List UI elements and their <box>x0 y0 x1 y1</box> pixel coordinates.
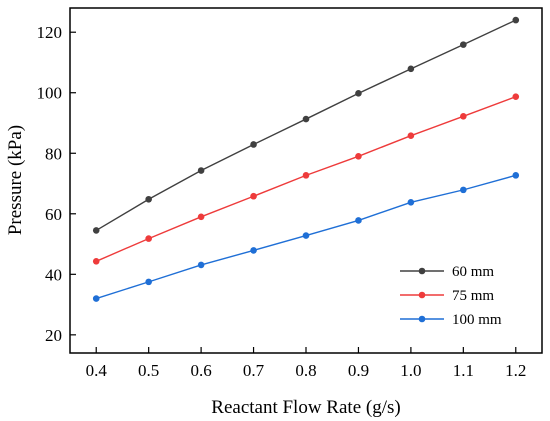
legend-item: 100 mm <box>400 312 502 328</box>
legend-label: 100 mm <box>452 312 502 328</box>
x-tick-label: 1.0 <box>400 361 421 380</box>
data-point <box>302 115 310 123</box>
data-point <box>250 247 257 254</box>
x-axis-title: Reactant Flow Rate (g/s) <box>211 397 400 418</box>
data-point <box>355 217 362 224</box>
data-point <box>460 41 467 48</box>
data-point <box>197 213 205 221</box>
data-point <box>460 113 467 120</box>
data-point <box>355 152 362 160</box>
data-point <box>145 195 152 203</box>
data-point <box>302 172 310 179</box>
legend-label: 75 mm <box>452 288 494 304</box>
legend-swatch-marker <box>418 291 426 299</box>
series-1 <box>92 93 520 265</box>
legend-swatch-marker <box>418 315 426 323</box>
x-tick-label: 0.6 <box>190 361 211 380</box>
data-point <box>512 93 520 100</box>
legend-label: 60 mm <box>452 264 494 280</box>
data-point <box>407 132 415 140</box>
x-tick-label: 1.1 <box>453 361 474 380</box>
legend-item: 60 mm <box>400 264 494 280</box>
data-point <box>407 198 415 206</box>
data-point <box>407 65 415 73</box>
data-point <box>250 192 257 200</box>
y-axis: 20 40 60 80 100 120 <box>37 23 76 345</box>
data-point <box>92 258 100 265</box>
data-point <box>92 295 100 302</box>
data-point <box>145 278 152 286</box>
series-layer <box>92 16 520 302</box>
x-tick-label: 1.2 <box>505 361 526 380</box>
data-point <box>512 172 520 179</box>
data-point <box>145 235 152 242</box>
data-point <box>197 167 205 174</box>
legend-swatch-marker <box>418 267 426 275</box>
x-tick-label: 0.7 <box>243 361 265 380</box>
x-tick-label: 0.8 <box>295 361 316 380</box>
y-tick-label: 60 <box>45 205 62 224</box>
y-tick-label: 100 <box>37 84 63 103</box>
y-tick-label: 20 <box>45 326 62 345</box>
data-point <box>250 141 257 148</box>
x-tick-label: 0.9 <box>348 361 369 380</box>
x-tick-label: 0.5 <box>138 361 159 380</box>
data-point <box>355 90 362 97</box>
data-point <box>92 227 100 234</box>
legend: 60 mm 75 mm 100 mm <box>400 264 502 328</box>
y-tick-label: 80 <box>45 144 62 163</box>
series-0 <box>92 16 520 234</box>
y-axis-title: Pressure (kPa) <box>5 125 26 235</box>
data-point <box>512 16 520 24</box>
legend-item: 75 mm <box>400 288 494 304</box>
x-axis: 0.4 0.5 0.6 0.7 0.8 0.9 1.0 1.1 1.2 <box>86 347 526 380</box>
x-tick-label: 0.4 <box>86 361 108 380</box>
data-point <box>197 261 205 269</box>
data-point <box>302 232 310 239</box>
y-tick-label: 120 <box>37 23 63 42</box>
y-tick-label: 40 <box>45 265 62 284</box>
series-2 <box>92 172 520 302</box>
series-line <box>95 19 517 232</box>
data-point <box>460 186 467 194</box>
